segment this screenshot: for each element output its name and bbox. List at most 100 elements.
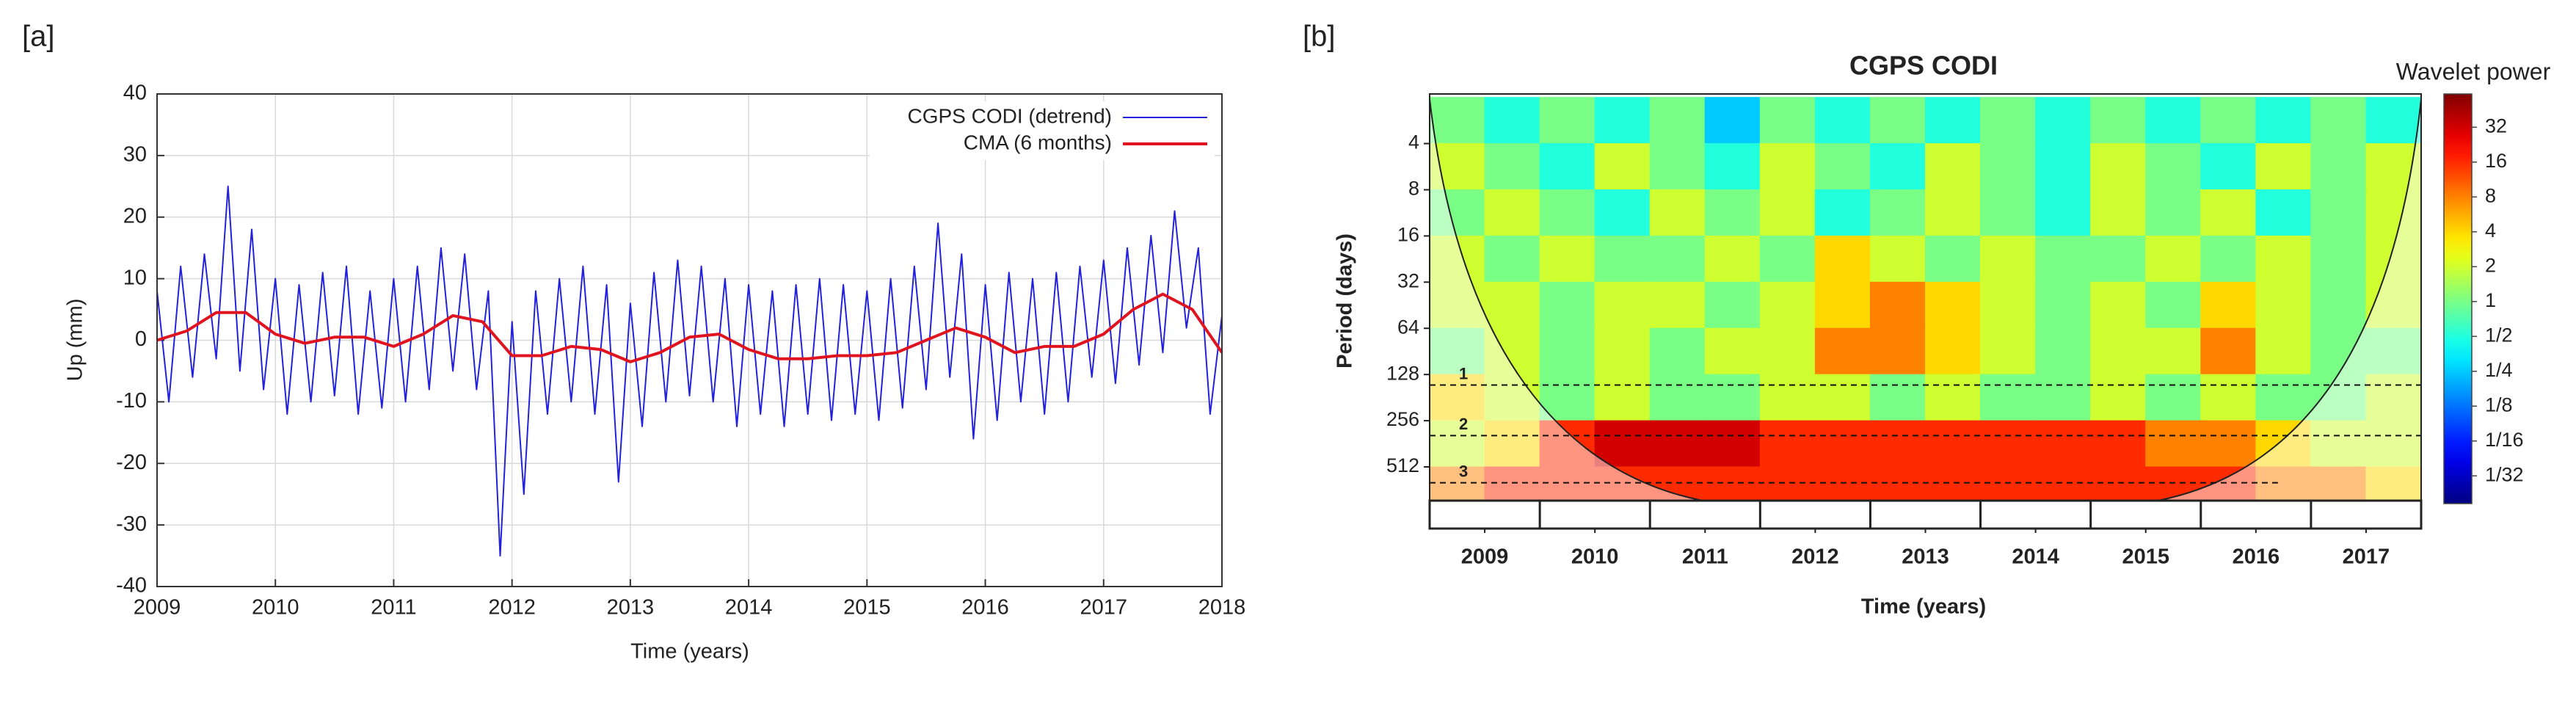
x-axis-label: Time (years) (630, 640, 749, 664)
heatmap-cell (2200, 189, 2257, 236)
heatmap-cell (1814, 97, 1871, 145)
heatmap-cells (1430, 97, 2421, 501)
heatmap-cell (2255, 327, 2312, 375)
reference-label: 1 (1459, 364, 1468, 382)
chart-title: CGPS CODI (1849, 51, 1998, 81)
heatmap-cell (1925, 374, 1982, 421)
heatmap-cell (2035, 97, 2092, 145)
heatmap-cell (1759, 374, 1816, 421)
y-axis-label: Up (mm) (64, 299, 87, 382)
heatmap-cell (1649, 97, 1706, 145)
heatmap-cell (1814, 189, 1871, 236)
heatmap-cell (1869, 97, 1926, 145)
legend-label: CMA (6 months) (964, 131, 1112, 153)
heatmap-cell (2200, 374, 2257, 421)
colorbar-tick-label: 4 (2485, 219, 2496, 242)
heatmap-cell (1869, 189, 1926, 236)
reference-label: 3 (1459, 462, 1468, 480)
heatmap-cell (2090, 420, 2147, 468)
heatmap-cell (1594, 143, 1651, 190)
y-tick-label: -30 (116, 512, 147, 536)
heatmap-cell (2255, 97, 2312, 145)
y-tick-label: 16 (1397, 224, 1419, 246)
heatmap-cell (1814, 420, 1871, 468)
heatmap-cell (2145, 143, 2202, 190)
x-tick-label: 2014 (2012, 545, 2059, 569)
data-line (156, 292, 1223, 363)
heatmap-cell (1980, 189, 2037, 236)
x-tick-label: 2012 (1791, 545, 1839, 569)
heatmap-cell (1925, 327, 1982, 375)
y-tick-label: 512 (1386, 454, 1419, 476)
heatmap-cell (1649, 189, 1706, 236)
heatmap-cell (1759, 420, 1816, 468)
x-tick-label: 2015 (843, 596, 891, 620)
heatmap-cell (1594, 97, 1651, 145)
heatmap-cell (1869, 466, 1926, 501)
x-tick-label: 2018 (1198, 596, 1246, 620)
colorbar-tick-label: 2 (2485, 254, 2496, 276)
heatmap-cell (2090, 189, 2147, 236)
y-tick-label: 256 (1386, 408, 1419, 430)
y-tick-label: 4 (1408, 131, 1419, 153)
x-axis-label: Time (years) (1861, 595, 1986, 619)
y-tick-label: 30 (123, 143, 147, 167)
heatmap-cell (1649, 235, 1706, 283)
heatmap-cell (1649, 420, 1706, 468)
heatmap-cell (1759, 235, 1816, 283)
heatmap-cell (1814, 327, 1871, 375)
colorbar-tick-label: 1 (2485, 289, 2496, 311)
x-tick-label: 2016 (961, 596, 1009, 620)
y-tick-label: 32 (1397, 269, 1419, 291)
heatmap-cell (1539, 143, 1596, 190)
heatmap-cell (1484, 281, 1540, 329)
heatmap-cell (2145, 327, 2202, 375)
y-tick-label: 64 (1397, 316, 1419, 338)
heatmap-cell (1814, 466, 1871, 501)
heatmap-cell (2310, 189, 2367, 236)
heatmap-cell (2310, 97, 2367, 145)
heatmap-cell (1759, 97, 1816, 145)
heatmap-cell (1649, 281, 1706, 329)
heatmap-cell (1869, 327, 1926, 375)
heatmap-cell (2145, 235, 2202, 283)
heatmap-cell (2255, 374, 2312, 421)
heatmap-cell (1704, 374, 1761, 421)
heatmap-cell (1814, 143, 1871, 190)
heatmap-cell (1814, 235, 1871, 283)
heatmap-cell (1869, 143, 1926, 190)
heatmap-cell (1925, 235, 1982, 283)
heatmap-cell (1594, 235, 1651, 283)
heatmap-cell (2200, 235, 2257, 283)
heatmap-cell (1925, 189, 1982, 236)
heatmap-cell (2310, 281, 2367, 329)
heatmap-cell (2200, 281, 2257, 329)
heatmap-cell (2255, 281, 2312, 329)
heatmap-cell (1759, 143, 1816, 190)
heatmap-cell (1704, 235, 1761, 283)
heatmap-cell (1704, 189, 1761, 236)
colorbar-tick-label: 1/32 (2485, 463, 2524, 485)
heatmap-cell (1925, 143, 1982, 190)
y-tick-label: 128 (1386, 362, 1419, 384)
heatmap-cell (1980, 143, 2037, 190)
heatmap-cell (1539, 189, 1596, 236)
heatmap-cell (2090, 281, 2147, 329)
heatmap-cell (1980, 281, 2037, 329)
heatmap-cell (1869, 281, 1926, 329)
heatmap-cell (1925, 281, 1982, 329)
heatmap-cell (1980, 374, 2037, 421)
y-tick-label: 8 (1408, 178, 1419, 200)
y-tick-label: -40 (116, 574, 147, 598)
x-tick-label: 2010 (252, 596, 299, 620)
heatmap-cell (1814, 281, 1871, 329)
x-tick-label: 2013 (1902, 545, 1949, 569)
heatmap-cell (1430, 97, 1485, 145)
colorbar-label: Wavelet power (2396, 58, 2551, 84)
heatmap-cell (1869, 374, 1926, 421)
heatmap-cell (1539, 281, 1596, 329)
heatmap-cell (1925, 466, 1982, 501)
x-tick-label: 2010 (1571, 545, 1619, 569)
heatmap-cell (1484, 189, 1540, 236)
